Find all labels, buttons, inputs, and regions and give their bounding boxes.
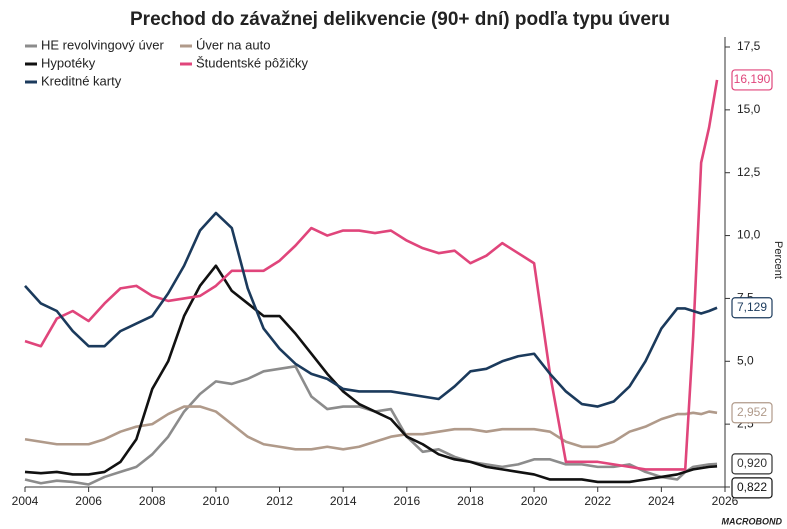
- x-tick-label: 2014: [330, 494, 357, 508]
- value-label-box: [731, 297, 773, 319]
- legend-label: Študentské pôžičky: [196, 55, 309, 70]
- x-tick-label: 2022: [584, 494, 611, 508]
- line: [24, 79, 719, 471]
- value-label: 16,190: [734, 72, 771, 86]
- value-label: 0,822: [737, 480, 767, 494]
- x-tick-label: 2006: [75, 494, 102, 508]
- y-tick-label: 15,0: [737, 102, 761, 116]
- x-tick-label: 2008: [139, 494, 166, 508]
- value-label-box: [731, 402, 773, 424]
- line: [24, 365, 718, 486]
- value-label: 7,129: [737, 300, 767, 314]
- line: [24, 264, 718, 484]
- x-tick-label: 2012: [266, 494, 293, 508]
- source: MACROBOND: [722, 516, 783, 526]
- y-tick-label: 12,5: [737, 165, 761, 179]
- x-tick-label: 2018: [457, 494, 484, 508]
- y-tick-label: 5,0: [737, 353, 754, 367]
- y-axis-label: Percent: [772, 241, 784, 279]
- x-tick-label: 2026: [712, 494, 739, 508]
- y-tick-label: 17,5: [737, 39, 761, 53]
- legend-label: Kreditné karty: [41, 73, 122, 88]
- value-label-box: [731, 453, 773, 475]
- line: [24, 405, 718, 451]
- legend-label: Úver na auto: [196, 37, 270, 52]
- legend-label: Hypotéky: [41, 55, 96, 70]
- x-tick-label: 2004: [12, 494, 39, 508]
- x-tick-label: 2010: [203, 494, 230, 508]
- value-label-box: [731, 69, 773, 91]
- x-tick-label: 2016: [393, 494, 420, 508]
- x-tick-label: 2020: [521, 494, 548, 508]
- y-tick-label: 10,0: [737, 228, 761, 242]
- legend-label: HE revolvingový úver: [41, 37, 164, 52]
- chart-title: Prechod do závažnej delikvencie (90+ dní…: [130, 9, 670, 30]
- x-tick-label: 2024: [648, 494, 675, 508]
- value-label: 0,920: [737, 456, 767, 470]
- value-label-box: [731, 477, 773, 499]
- value-label: 2,952: [737, 405, 767, 419]
- line: [24, 211, 718, 408]
